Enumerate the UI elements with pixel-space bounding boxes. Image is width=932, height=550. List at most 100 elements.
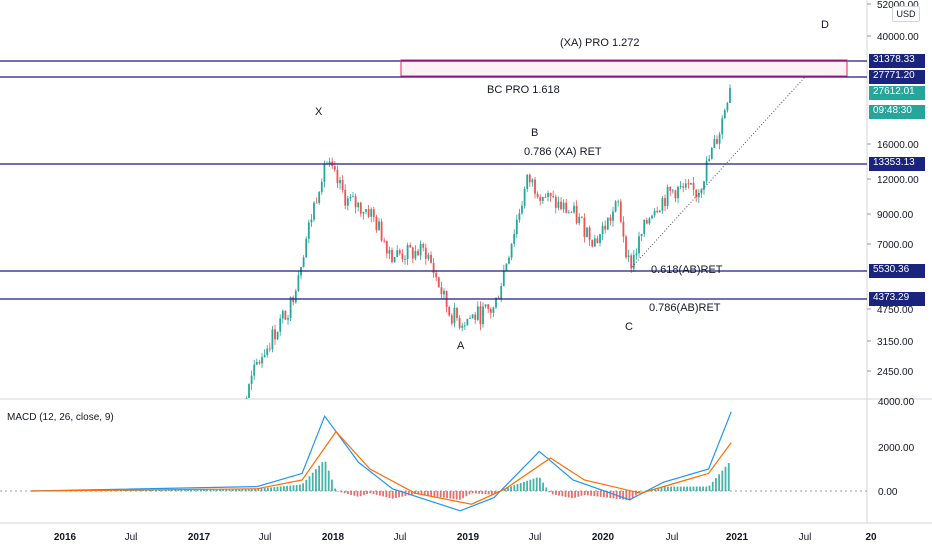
macd-hist-bar xyxy=(158,489,161,491)
time-tick-label: 2020 xyxy=(592,532,615,543)
macd-hist-bar xyxy=(257,488,260,491)
candle-body xyxy=(713,139,716,148)
candle-body xyxy=(523,189,526,206)
macd-hist-bar xyxy=(222,489,225,491)
candle-body xyxy=(601,225,604,235)
macd-hist-bar xyxy=(187,489,189,491)
macd-hist-bar xyxy=(244,488,247,491)
macd-hist-bar xyxy=(279,486,282,491)
macd-hist-bar xyxy=(295,484,298,491)
candle-body xyxy=(580,216,583,218)
macd-hist-bar xyxy=(481,491,484,494)
candle-body xyxy=(648,218,651,224)
candle-body xyxy=(705,161,708,182)
candle-body xyxy=(474,314,477,320)
macd-hist-bar xyxy=(718,474,721,491)
annotation-a: A xyxy=(457,340,465,352)
macd-hist-bar xyxy=(174,489,177,491)
candle-body xyxy=(583,217,586,238)
candle-body xyxy=(385,240,388,254)
candle-body xyxy=(463,325,466,327)
price-tick-label: 7000.00 xyxy=(877,240,914,251)
candle-body xyxy=(359,202,362,214)
annotation-bc-pro: BC PRO 1.618 xyxy=(487,84,560,96)
macd-hist-bar xyxy=(203,489,205,491)
price-tick-label: 12000.00 xyxy=(877,175,919,186)
macd-hist-bar xyxy=(241,488,244,491)
macd-hist-bar xyxy=(635,491,637,496)
candle-body xyxy=(630,255,633,269)
candle-body xyxy=(658,210,661,213)
candle-body xyxy=(684,183,687,188)
candle-body xyxy=(643,219,646,235)
macd-hist-bar xyxy=(519,483,522,491)
candle-body xyxy=(370,209,373,217)
dotted-trendline[interactable] xyxy=(631,76,806,268)
horizontal-levels[interactable] xyxy=(0,60,867,300)
macd-hist-bar xyxy=(183,489,186,491)
macd-hist-bar xyxy=(286,485,289,491)
macd-hist-bar xyxy=(433,491,436,497)
macd-hist-bar xyxy=(475,491,477,494)
price-tick-label: 16000.00 xyxy=(877,140,919,151)
macd-hist-bar xyxy=(667,486,669,491)
macd-hist-bar xyxy=(190,489,193,491)
candle-body xyxy=(510,243,513,258)
macd-hist-bar xyxy=(302,483,305,491)
macd-hist-bar xyxy=(347,491,349,495)
candle-body xyxy=(448,306,451,316)
candle-body xyxy=(456,307,458,319)
macd-hist-bar xyxy=(654,488,657,491)
time-tick-label: Jul xyxy=(799,532,812,543)
candle-body xyxy=(258,362,261,364)
candle-body xyxy=(549,193,552,196)
candle-body xyxy=(562,202,565,210)
candle-body xyxy=(253,364,256,376)
macd-hist-bar xyxy=(695,486,698,491)
macd-hist-bar xyxy=(599,491,602,497)
macd-hist-bar xyxy=(318,465,321,491)
macd-hist-bar xyxy=(423,491,426,496)
macd-hist-bar xyxy=(679,486,682,491)
candle-body xyxy=(609,217,612,221)
macd-hist-bar xyxy=(529,479,532,491)
macd-hist-bar xyxy=(523,481,525,491)
time-axis[interactable]: 2016 Jul 2017 Jul 2018 Jul 2019 Jul 2020 Jul 2021 J… xyxy=(54,532,877,543)
macd-hist-bar xyxy=(692,486,695,491)
candle-body xyxy=(320,181,323,193)
macd-hist-bar xyxy=(331,479,333,491)
price-axis[interactable]: 52000.00 40000.00 16000.00 12000.00 9000.00 7… xyxy=(867,0,919,378)
candle-body xyxy=(422,244,425,248)
macd-hist-bar xyxy=(209,489,212,491)
candle-body xyxy=(391,249,393,263)
candle-body xyxy=(552,195,555,197)
macd-hist-bar xyxy=(699,486,701,491)
candle-body xyxy=(651,215,653,219)
macd-hist-bar xyxy=(263,488,266,491)
candle-body xyxy=(729,87,731,103)
macd-hist-bar xyxy=(551,491,554,495)
candle-body xyxy=(500,285,503,299)
candle-body xyxy=(718,134,721,144)
macd-hist-bar xyxy=(548,491,551,493)
macd-hist-bar xyxy=(254,488,257,491)
macd-hist-bar xyxy=(276,486,279,491)
macd-hist-bar xyxy=(267,487,269,491)
currency-badge[interactable]: USD xyxy=(892,6,920,22)
candle-body xyxy=(726,102,729,111)
candle-body xyxy=(346,198,349,206)
candle-body xyxy=(640,234,643,237)
macd-hist-bar xyxy=(462,491,465,499)
macd-hist-bar xyxy=(225,489,228,491)
annotation-d: D xyxy=(821,19,829,31)
candle-body xyxy=(690,182,692,185)
candle-body xyxy=(287,318,289,320)
target-zone-box[interactable] xyxy=(400,59,848,77)
candle-body xyxy=(578,216,581,224)
macd-hist-bar xyxy=(167,489,170,491)
macd-hist-bar xyxy=(487,491,490,495)
macd-hist-bar xyxy=(622,491,625,500)
candle-body xyxy=(411,247,414,259)
time-tick-label: 2016 xyxy=(54,532,77,543)
